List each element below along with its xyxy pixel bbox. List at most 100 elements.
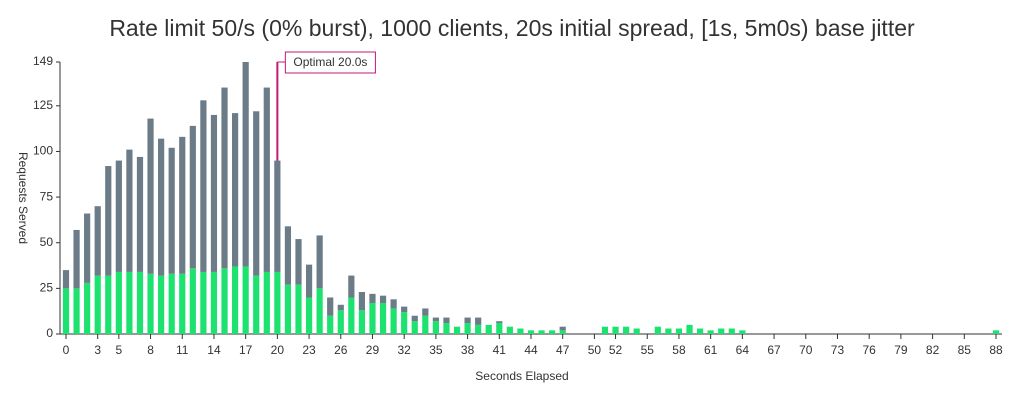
bar-segment	[739, 330, 746, 334]
bar-segment	[686, 324, 693, 334]
bar-segment	[73, 229, 80, 289]
x-tick-label: 23	[302, 343, 316, 357]
x-tick-label: 64	[736, 343, 750, 357]
bar-segment	[411, 315, 418, 322]
bar-segment	[200, 271, 207, 334]
bar-segment	[992, 330, 1000, 334]
x-tick-label: 26	[334, 343, 348, 357]
bar-segment	[231, 266, 239, 334]
bar-segment	[718, 328, 725, 334]
x-tick-label: 70	[799, 343, 813, 357]
bar-segment	[485, 324, 492, 334]
x-tick-label: 44	[524, 343, 538, 357]
x-tick-label: 8	[147, 343, 154, 357]
bar-segment	[147, 273, 154, 334]
bar-segment	[263, 87, 270, 272]
x-tick-label: 79	[894, 343, 908, 357]
x-axis-label: Seconds Elapsed	[475, 369, 568, 383]
bar-segment	[496, 321, 503, 324]
x-tick-label: 0	[63, 343, 70, 357]
bar-segment	[601, 326, 609, 334]
bar-segment	[126, 149, 133, 272]
bar-segment	[168, 273, 175, 334]
bar-segment	[263, 271, 270, 334]
x-tick-label: 35	[429, 343, 443, 357]
bar-segment	[94, 206, 101, 276]
bar-segment	[189, 268, 196, 334]
bar-segment	[158, 138, 165, 276]
bar-segment	[348, 297, 355, 334]
bar-segment	[633, 328, 640, 334]
bar-segment	[538, 330, 545, 334]
bar-segment	[84, 282, 91, 334]
x-tick-label: 61	[704, 343, 718, 357]
bar-segment	[168, 147, 175, 274]
bar-segment	[559, 326, 566, 331]
y-tick-label: 25	[40, 281, 54, 295]
x-tick-label: 38	[461, 343, 475, 357]
bar-segment	[147, 118, 154, 274]
x-tick-label: 55	[641, 343, 655, 357]
x-tick-label: 41	[493, 343, 507, 357]
bar-segment	[105, 275, 112, 334]
bar-segment	[62, 270, 70, 289]
bar-segment	[337, 310, 344, 334]
bar-segment	[517, 328, 524, 334]
bar-segment	[189, 125, 196, 269]
bar-segment	[158, 275, 165, 334]
bar-segment	[401, 312, 408, 334]
bar-segment	[432, 321, 439, 334]
bar-segment	[295, 239, 302, 285]
x-tick-label: 47	[556, 343, 570, 357]
x-tick-label: 73	[831, 343, 845, 357]
x-tick-label: 17	[239, 343, 253, 357]
x-tick-label: 85	[958, 343, 972, 357]
bar-segment	[242, 266, 249, 334]
bar-segment	[696, 328, 704, 334]
x-tick-label: 50	[588, 343, 602, 357]
bar-segment	[707, 330, 714, 334]
bar-segment	[221, 268, 228, 334]
x-tick-label: 88	[989, 343, 1003, 357]
bar-segment	[453, 326, 461, 334]
bar-segment	[527, 330, 535, 334]
bar-segment	[316, 235, 323, 289]
bar-segment	[84, 213, 91, 283]
y-tick-label: 100	[33, 144, 53, 158]
bar-segment	[401, 306, 408, 313]
bar-segment	[464, 323, 471, 334]
x-tick-label: 67	[767, 343, 781, 357]
bar-segment	[242, 62, 249, 267]
y-tick-label: 149	[33, 54, 53, 68]
y-tick-label: 0	[46, 326, 53, 340]
bar-segment	[210, 114, 218, 272]
bar-segment	[390, 308, 397, 334]
bar-segment	[665, 328, 672, 334]
x-tick-label: 76	[863, 343, 877, 357]
x-tick-label: 52	[609, 343, 623, 357]
x-tick-label: 58	[672, 343, 686, 357]
bar-segment	[136, 156, 144, 272]
bar-segment	[221, 87, 228, 269]
bar-segment	[369, 293, 376, 303]
bar-segment	[506, 326, 513, 334]
bar-segment	[612, 326, 619, 334]
bar-segment	[390, 299, 397, 309]
bar-segment	[728, 328, 735, 334]
bar-segment	[115, 271, 122, 334]
annotation-label: Optimal 20.0s	[293, 55, 367, 69]
bar-segment	[379, 302, 387, 334]
bar-segment	[94, 275, 101, 334]
bar-segment	[654, 326, 661, 334]
bar-segment	[284, 284, 292, 334]
y-tick-label: 50	[40, 235, 54, 249]
bar-segment	[327, 297, 334, 316]
bar-segment	[73, 288, 80, 334]
bar-segment	[475, 317, 482, 325]
bar-segment	[422, 315, 429, 334]
bar-segment	[179, 136, 186, 274]
bar-segment	[379, 295, 387, 303]
bar-segment	[369, 302, 376, 334]
bar-segment	[115, 160, 122, 272]
